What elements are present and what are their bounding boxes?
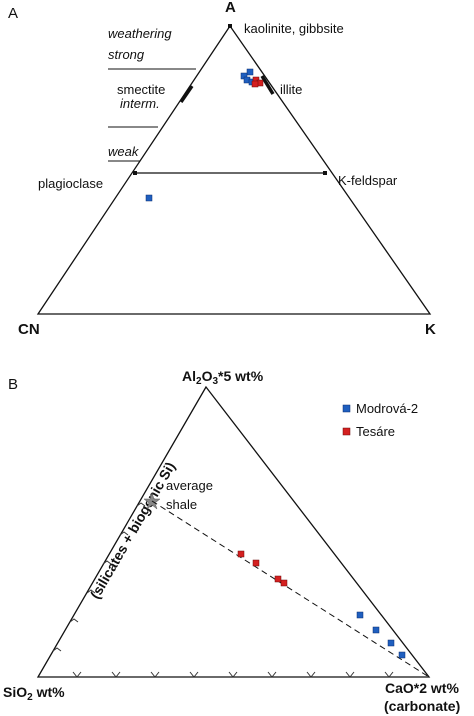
weathering-label: weathering xyxy=(108,26,172,41)
kfeldspar-label: K-feldspar xyxy=(338,173,398,188)
bottom-edge-ticks xyxy=(72,671,394,678)
weathering-interm-label: interm. xyxy=(120,96,160,111)
plagioclase-label: plagioclase xyxy=(38,176,103,191)
legend: Modrová-2 Tesáre xyxy=(342,401,418,439)
sample-tesare-a3 xyxy=(251,80,259,88)
apex-al2o3-label: Al2O3*5 wt% xyxy=(182,368,264,387)
left-edge-ticks xyxy=(52,502,146,652)
vertex-cn-label: CN xyxy=(18,321,40,338)
sample-tesare-b1 xyxy=(237,550,245,558)
vertex-a-label: A xyxy=(225,0,236,16)
panel-b-samples xyxy=(237,550,406,659)
illite-label: illite xyxy=(280,82,302,97)
sample-modrova-b4 xyxy=(398,651,406,659)
weathering-strong-label: strong xyxy=(108,47,145,62)
sample-tesare-b2 xyxy=(252,559,260,567)
sample-modrova-a1 xyxy=(246,68,254,76)
apex-sio2-label: SiO2 wt% xyxy=(3,684,65,703)
sample-modrova-a5 xyxy=(145,194,153,202)
average-shale-label-2: shale xyxy=(166,497,197,512)
triangle-a-outline xyxy=(36,24,432,315)
kaolinite-gibbsite-label: kaolinite, gibbsite xyxy=(244,21,344,36)
kfeldspar-marker xyxy=(323,171,327,175)
mixing-line xyxy=(151,500,430,678)
sample-modrova-b3 xyxy=(387,639,395,647)
panel-a-label: A xyxy=(8,5,18,22)
panel-b-label: B xyxy=(8,376,18,393)
plagioclase-marker xyxy=(133,171,137,175)
panel-a-samples xyxy=(145,68,264,202)
average-shale-label-1: average xyxy=(166,478,213,493)
illite-segment xyxy=(260,75,275,95)
sample-modrova-b1 xyxy=(356,611,364,619)
sample-tesare-b3 xyxy=(274,575,282,583)
smectite-label: smectite xyxy=(117,82,165,97)
weathering-weak-label: weak xyxy=(108,144,140,159)
legend-label-tesare: Tesáre xyxy=(356,424,395,439)
sample-tesare-b4 xyxy=(280,579,288,587)
panel-a: A A CN K kaolinite, gibbsite plagioclase… xyxy=(8,0,436,338)
legend-label-modrova: Modrová-2 xyxy=(356,401,418,416)
apex-cao-label: CaO*2 wt% xyxy=(385,680,459,696)
legend-swatch-modrova xyxy=(342,404,351,413)
vertex-k-label: K xyxy=(425,321,436,338)
apex-carbonate-label: (carbonate) xyxy=(384,698,460,714)
silicates-side-label: (silicates + biogenic Si) xyxy=(87,459,178,601)
smectite-segment xyxy=(179,85,194,103)
vertex-a-marker xyxy=(228,24,232,28)
panel-b: B Al2O3*5 wt% SiO2 wt% CaO*2 wt% (carbon… xyxy=(3,368,460,714)
legend-swatch-tesare xyxy=(342,427,351,436)
sample-modrova-b2 xyxy=(372,626,380,634)
